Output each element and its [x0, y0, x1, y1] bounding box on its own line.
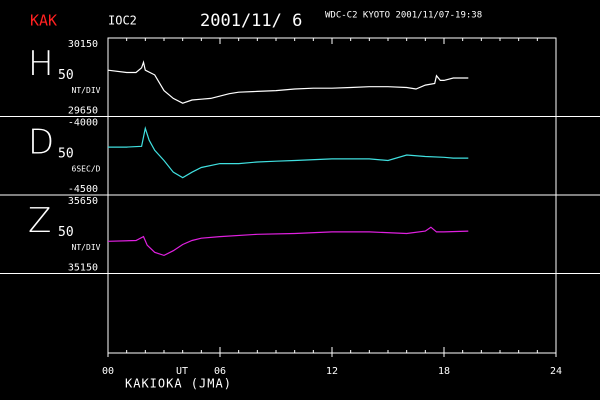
station: KAK: [30, 12, 57, 30]
y-tick-label: 35650: [68, 196, 98, 207]
x-label: KAKIOKA (JMA): [125, 377, 232, 391]
x-tick-label: 24: [550, 366, 562, 377]
scale-label: 50: [58, 225, 74, 240]
scale-label: 50: [58, 146, 74, 161]
component-letter: Z: [28, 201, 51, 241]
y-tick-label: 35150: [68, 263, 98, 274]
unit-label: 6SEC/D: [72, 164, 101, 173]
unit-label: NT/DIV: [72, 243, 101, 252]
x-unit-label: UT: [176, 366, 188, 377]
y-tick-label: -4500: [68, 184, 98, 195]
component-letter: H: [28, 44, 54, 84]
y-tick-label: -4000: [68, 118, 98, 129]
x-tick-label: 00: [102, 366, 114, 377]
component-letter: D: [28, 122, 54, 162]
x-tick-label: 12: [326, 366, 338, 377]
y-tick-label: 29650: [68, 106, 98, 117]
date: 2001/11/ 6: [200, 11, 302, 31]
code: IOC2: [108, 14, 137, 28]
x-tick-label: 18: [438, 366, 450, 377]
trace: [107, 226, 469, 257]
scale-label: 50: [58, 68, 74, 83]
trace: [108, 125, 469, 179]
source: WDC-C2 KYOTO 2001/11/07-19:38: [325, 11, 482, 21]
unit-label: NT/DIV: [72, 86, 101, 95]
x-tick-label: 06: [214, 366, 226, 377]
trace: [107, 60, 469, 104]
y-tick-label: 30150: [68, 39, 98, 50]
